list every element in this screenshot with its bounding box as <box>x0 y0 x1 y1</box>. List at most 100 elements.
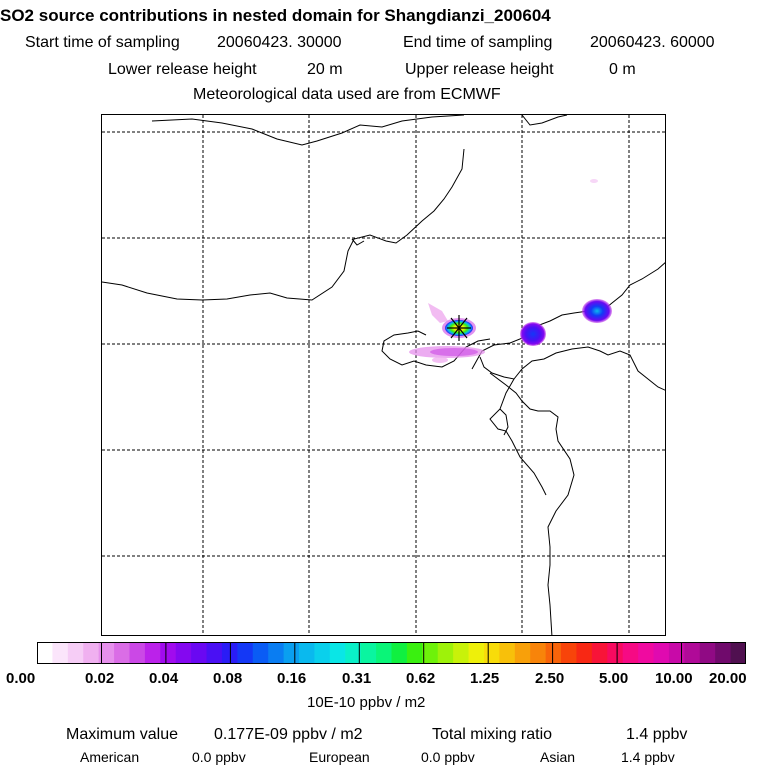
colorbar-cell <box>453 642 470 664</box>
colorbar-cell <box>376 642 393 664</box>
colorbar-cell <box>83 642 100 664</box>
max-value: 0.177E-09 ppbv / m2 <box>214 726 363 743</box>
colorbar-cell <box>607 642 624 664</box>
colorbar-cell <box>622 642 639 664</box>
colorbar-cell <box>699 642 716 664</box>
boundaries <box>102 115 665 635</box>
plume-northwest <box>428 303 448 323</box>
colorbar-cell <box>715 642 732 664</box>
colorbar-cell <box>252 642 269 664</box>
colorbar-cell <box>67 642 84 664</box>
plume-southwest-tail <box>432 357 448 363</box>
colorbar-cell <box>268 642 285 664</box>
colorbar-cell <box>114 642 131 664</box>
coastline-bohai <box>471 262 665 370</box>
colorbar-cell <box>437 642 454 664</box>
chart-title: SO2 source contributions in nested domai… <box>0 6 551 25</box>
colorbar-tick: 0.31 <box>342 670 372 687</box>
colorbar-cell <box>175 642 192 664</box>
colorbar-tick: 0.00 <box>6 670 36 687</box>
lower-height-label: Lower release height <box>108 61 257 78</box>
speck-fill <box>590 179 598 183</box>
colorbar-tick: 0.08 <box>213 670 243 687</box>
total-mixing-value: 1.4 ppbv <box>626 726 688 743</box>
plume-southwest <box>409 346 485 363</box>
colorbar-tick: 2.50 <box>535 670 565 687</box>
colorbar-cell <box>406 642 423 664</box>
colorbar-cell <box>576 642 593 664</box>
coastline-peninsula <box>499 408 509 436</box>
plume-southwest-inner <box>430 348 478 356</box>
end-time-label: End time of sampling <box>403 34 553 51</box>
colorbar-cell <box>37 642 54 664</box>
colorbar-separators <box>101 642 682 664</box>
colorbar-cell <box>345 642 362 664</box>
end-time-value: 20060423. 60000 <box>590 34 715 51</box>
graticule <box>102 115 665 635</box>
upper-height-label: Upper release height <box>405 61 554 78</box>
colorbar-cell <box>314 642 331 664</box>
american-label: American <box>80 749 140 765</box>
colorbar-cell <box>52 642 69 664</box>
colorbar-cell <box>422 642 439 664</box>
colorbar-cell <box>730 642 746 664</box>
colorbar-cell <box>668 642 685 664</box>
colorbar-cell <box>299 642 316 664</box>
colorbar-cell <box>468 642 485 664</box>
total-mixing-label: Total mixing ratio <box>432 726 553 743</box>
blob-northeast <box>582 299 612 323</box>
max-value-label: Maximum value <box>66 726 179 743</box>
blob-east <box>520 322 546 346</box>
colorbar-cell <box>499 642 516 664</box>
map-panel <box>101 114 666 636</box>
colorbar-cell <box>684 642 701 664</box>
colorbar-cell <box>237 642 254 664</box>
colorbar-tick: 0.16 <box>277 670 307 687</box>
asian-label: Asian <box>540 749 576 765</box>
colorbar-cell <box>545 642 562 664</box>
coastline-south <box>489 372 575 635</box>
map-svg <box>102 115 665 635</box>
speck <box>590 179 598 183</box>
start-time-value: 20060423. 30000 <box>217 34 342 51</box>
colorbar-cell <box>329 642 346 664</box>
colorbar-cell <box>144 642 161 664</box>
upper-height-value: 0 m <box>609 61 636 78</box>
asian-value: 1.4 ppbv <box>621 749 675 765</box>
source-receptor <box>442 315 476 341</box>
plume-northwest-streak <box>428 303 448 323</box>
blob-east-fill <box>520 322 546 346</box>
colorbar-tick: 0.02 <box>85 670 115 687</box>
colorbar-tick: 0.04 <box>149 670 179 687</box>
colorbar-unit: 10E-10 ppbv / m2 <box>307 694 426 711</box>
colorbar-tick: 20.00 <box>709 670 747 687</box>
colorbar-cell <box>160 642 177 664</box>
colorbar-cell <box>98 642 115 664</box>
european-value: 0.0 ppbv <box>421 749 475 765</box>
met-data-note: Meteorological data used are from ECMWF <box>193 86 501 103</box>
colorbar-cell <box>638 642 655 664</box>
start-time-label: Start time of sampling <box>25 34 180 51</box>
boundary-mongolia <box>102 148 465 301</box>
colorbar-cell <box>191 642 208 664</box>
colorbar-cell <box>206 642 223 664</box>
receptor-marker-icon <box>447 315 471 341</box>
colorbar-cells <box>37 642 746 664</box>
colorbar-cell <box>360 642 377 664</box>
boundary-north <box>151 115 465 146</box>
colorbar-cell <box>283 642 300 664</box>
coastline-bay <box>479 346 665 391</box>
blob-northeast-fill <box>582 299 612 323</box>
colorbar-cell <box>591 642 608 664</box>
boundary-northeast <box>521 115 568 126</box>
lower-height-value: 20 m <box>307 61 343 78</box>
colorbar-cell <box>129 642 146 664</box>
colorbar-cell <box>514 642 531 664</box>
american-value: 0.0 ppbv <box>192 749 246 765</box>
colorbar-cell <box>391 642 408 664</box>
colorbar-tick: 10.00 <box>655 670 693 687</box>
colorbar-tick: 0.62 <box>406 670 436 687</box>
european-label: European <box>309 749 370 765</box>
colorbar-tick: 1.25 <box>470 670 500 687</box>
colorbar-frame <box>37 642 746 664</box>
